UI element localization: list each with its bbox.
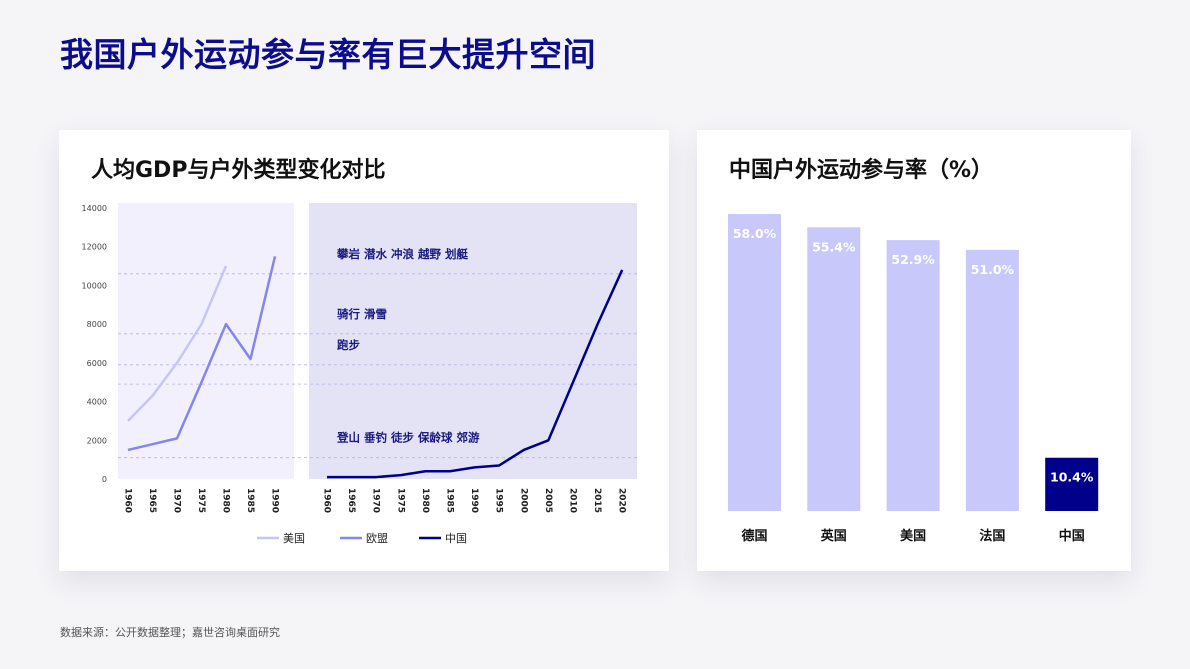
x-tick-label: 1980 [420, 488, 430, 513]
bar-中国 [1045, 457, 1099, 511]
x-tick-label: 1990 [469, 488, 479, 513]
bar-value-label-德国: 58.0% [733, 226, 777, 241]
x-tick-label: 1965 [147, 488, 157, 513]
x-tick-label: 1990 [270, 488, 280, 513]
y-tick-label: 0 [102, 475, 107, 484]
x-tick-label: 1970 [371, 488, 381, 513]
category-label-中国: 中国 [1059, 528, 1085, 544]
x-tick-label: 1995 [494, 488, 504, 513]
gdp-chart-title: 人均GDP与户外类型变化对比 [91, 158, 386, 183]
legend-label-中国: 中国 [445, 532, 467, 545]
series-line-美国 [127, 265, 228, 422]
chart-panel-1 [118, 203, 294, 479]
source-note: 数据来源：公开数据整理；嘉世咨询桌面研究 [60, 626, 280, 639]
participation-chart-title: 中国户外运动参与率（%） [729, 158, 994, 183]
y-tick-label: 12000 [82, 243, 107, 252]
x-tick-label: 1960 [123, 488, 133, 513]
bar-value-label-中国: 10.4% [1050, 470, 1094, 485]
activity-annotation-3: 跑步 [337, 338, 360, 352]
x-tick-label: 1980 [221, 488, 231, 513]
x-tick-label: 2020 [617, 488, 627, 513]
x-tick-label: 2015 [592, 488, 602, 513]
x-tick-label: 1965 [346, 488, 356, 513]
x-tick-label: 2010 [568, 488, 578, 513]
y-tick-label: 10000 [82, 281, 107, 290]
bar-德国 [728, 214, 781, 511]
page-title: 我国户外运动参与率有巨大提升空间 [60, 35, 596, 74]
series-line-欧盟 [127, 256, 277, 452]
x-tick-label: 1985 [245, 488, 255, 513]
activity-annotation-1: 攀岩 潜水 冲浪 越野 划艇 [336, 247, 469, 261]
category-label-美国: 美国 [900, 528, 926, 544]
gdp-outdoor-chart-card: 人均GDP与户外类型变化对比 0 2000 4000 6000 8000 10000 120… [59, 130, 669, 571]
category-label-德国: 德国 [741, 528, 767, 544]
x-tick-label: 1975 [395, 488, 405, 513]
x-tick-label: 2000 [518, 488, 528, 513]
bar-英国 [807, 227, 861, 511]
gdp-line-chart: 0 2000 4000 6000 8000 10000 12000 14000 1960 1965… [82, 203, 637, 545]
y-tick-label: 14000 [82, 204, 107, 213]
x-tick-label: 2005 [543, 488, 553, 513]
x-tick-label: 1970 [172, 488, 182, 513]
x-tick-label: 1985 [445, 488, 455, 513]
series-line-中国 [327, 269, 624, 479]
bar-法国 [965, 249, 1019, 511]
category-label-英国: 英国 [820, 528, 847, 544]
chart-panel-2 [309, 203, 637, 479]
y-tick-label: 4000 [87, 398, 107, 407]
legend-label-美国: 美国 [283, 532, 305, 545]
y-tick-label: 2000 [87, 436, 107, 445]
bar-value-label-英国: 55.4% [812, 239, 856, 254]
y-tick-label: 8000 [87, 320, 107, 329]
bar-value-label-法国: 51.0% [971, 262, 1015, 277]
category-label-法国: 法国 [979, 528, 1005, 544]
bar-value-label-美国: 52.9% [891, 252, 935, 267]
participation-chart-card: 中国户外运动参与率（%） 58.0% 德国 55.4% 英国 52.9% 美国 51.0% 法… [697, 130, 1131, 571]
y-tick-label: 6000 [87, 359, 107, 368]
participation-bar-chart: 58.0% 德国 55.4% 英国 52.9% 美国 51.0% 法国 10.4% 中国 [728, 214, 1099, 544]
activity-annotation-4: 登山 垂钓 徒步 保龄球 郊游 [336, 431, 480, 445]
legend-label-欧盟: 欧盟 [366, 532, 388, 545]
x-tick-label: 1975 [196, 488, 206, 513]
x-tick-label: 1960 [322, 488, 332, 513]
bar-美国 [886, 240, 940, 511]
activity-annotation-2: 骑行 滑雪 [337, 307, 387, 321]
